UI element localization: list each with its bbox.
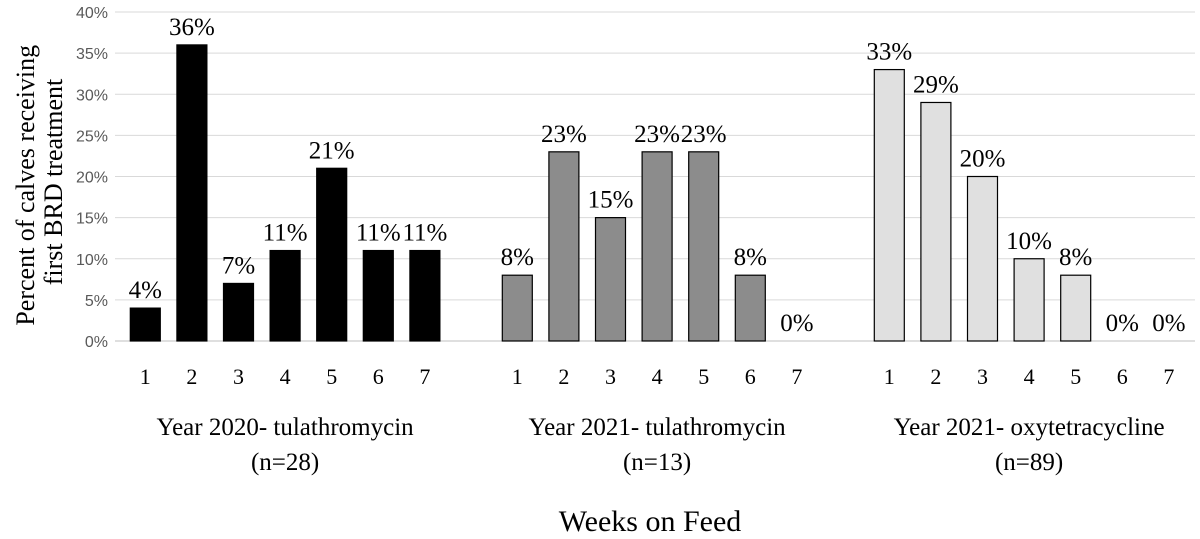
group-n-label: (n=28) — [251, 449, 319, 476]
data-label: 29% — [913, 71, 959, 98]
x-tick-label: 7 — [791, 364, 802, 389]
bar — [688, 151, 720, 342]
x-tick-label: 1 — [884, 364, 895, 389]
y-axis-title: Percent of calves receiving first BRD tr… — [11, 38, 68, 325]
bar — [362, 249, 394, 342]
x-tick-label: 5 — [1070, 364, 1081, 389]
x-tick-label: 1 — [512, 364, 523, 389]
bar — [409, 249, 441, 342]
x-tick-label: 6 — [1117, 364, 1128, 389]
x-tick-label: 6 — [745, 364, 756, 389]
bar — [501, 274, 533, 342]
bar — [1060, 274, 1092, 342]
bar — [641, 151, 673, 342]
group-labels: Year 2020- tulathromycin (n=28) Year 2021-… — [157, 414, 1165, 476]
data-label: 0% — [780, 310, 813, 337]
x-tick-label: 5 — [698, 364, 709, 389]
x-tick-label: 4 — [1024, 364, 1035, 389]
data-labels: 4%36%7%11%21%11% 11%8%23%15%23% 23%8%0%33%… — [129, 14, 1186, 337]
data-label: 23% — [541, 121, 587, 148]
data-label: 8% — [734, 244, 767, 271]
y-tick-label: 5% — [85, 293, 108, 310]
y-tick-label: 20% — [76, 170, 108, 187]
data-label: 11% — [263, 220, 308, 247]
x-tick-label: 2 — [186, 364, 197, 389]
group-label: Year 2021- tulathromycin — [529, 414, 787, 441]
data-label: 15% — [588, 187, 634, 214]
data-label: 23% — [681, 121, 727, 148]
x-tick-label: 2 — [558, 364, 569, 389]
x-tick-label: 1 — [140, 364, 151, 389]
bar — [920, 101, 952, 342]
x-tick-labels: 1 2 3 4 5 6 7 1 2 3 4 5 6 7 1 2 3 4 5 6 7 — [140, 364, 1175, 389]
y-tick-label: 10% — [76, 252, 108, 269]
data-label: 0% — [1152, 310, 1185, 337]
data-label: 7% — [222, 252, 255, 279]
x-tick-label: 7 — [419, 364, 430, 389]
bar — [594, 217, 627, 342]
group-label: Year 2021- oxytetracycline — [894, 414, 1165, 441]
data-label: 21% — [309, 137, 355, 164]
bar — [966, 175, 999, 342]
group-n-label: (n=13) — [623, 449, 691, 476]
data-label: 33% — [866, 39, 912, 66]
data-label: 4% — [129, 277, 162, 304]
x-tick-label: 3 — [605, 364, 616, 389]
group-label: Year 2020- tulathromycin — [157, 414, 415, 441]
bar — [873, 68, 905, 342]
y-tick-label: 15% — [76, 211, 108, 228]
x-tick-label: 6 — [373, 364, 384, 389]
data-label: 23% — [634, 121, 680, 148]
x-tick-label: 2 — [930, 364, 941, 389]
bar — [316, 167, 348, 342]
x-tick-label: 4 — [280, 364, 291, 389]
bar — [1013, 258, 1045, 342]
bar — [269, 249, 301, 342]
x-tick-label: 5 — [326, 364, 337, 389]
y-tick-label: 30% — [76, 87, 108, 104]
y-tick-label: 25% — [76, 128, 108, 145]
data-label: 11% — [356, 220, 401, 247]
x-tick-label: 3 — [977, 364, 988, 389]
y-tick-label: 35% — [76, 46, 108, 63]
bars — [129, 44, 1092, 342]
data-label: 20% — [960, 146, 1006, 173]
bar — [222, 282, 255, 342]
y-tick-label: 0% — [85, 334, 108, 351]
group-n-label: (n=89) — [995, 449, 1063, 476]
bar — [129, 307, 161, 342]
y-tick-label: 40% — [76, 5, 108, 22]
x-tick-label: 4 — [652, 364, 663, 389]
data-label: 11% — [402, 220, 447, 247]
x-tick-label: 7 — [1163, 364, 1174, 389]
y-axis-title-line1: Percent of calves receiving — [11, 45, 40, 326]
bar — [176, 44, 208, 342]
data-label: 8% — [1059, 244, 1092, 271]
y-axis-ticks: 0% 5% 10% 15% 20% 25% 30% 35% 40% — [76, 5, 108, 351]
bar — [734, 274, 766, 342]
data-label: 0% — [1106, 310, 1139, 337]
x-tick-label: 3 — [233, 364, 244, 389]
x-axis-title: Weeks on Feed — [559, 505, 742, 538]
y-axis-title-line2: first BRD treatment — [39, 78, 68, 285]
data-label: 10% — [1006, 228, 1052, 255]
data-label: 36% — [169, 14, 215, 41]
bar — [548, 151, 580, 342]
data-label: 8% — [501, 244, 534, 271]
